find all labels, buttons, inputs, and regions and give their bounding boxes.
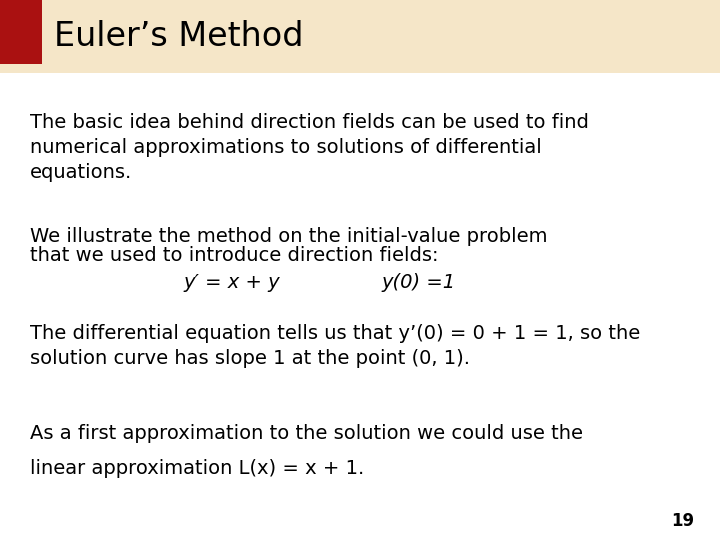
Text: As a first approximation to the solution we could use the: As a first approximation to the solution…	[30, 424, 583, 443]
Text: We illustrate the method on the initial-value problem: We illustrate the method on the initial-…	[30, 227, 548, 246]
Text: The differential equation tells us that y’(0) = 0 + 1 = 1, so the
solution curve: The differential equation tells us that …	[30, 324, 641, 368]
Text: The basic idea behind direction fields can be used to find
numerical approximati: The basic idea behind direction fields c…	[30, 113, 589, 183]
Text: Euler’s Method: Euler’s Method	[54, 20, 304, 53]
Text: that we used to introduce direction fields:: that we used to introduce direction fiel…	[30, 246, 438, 265]
Text: y′ = x + y: y′ = x + y	[184, 273, 280, 292]
Bar	[0, 0, 720, 73]
Bar	[0, 0, 42, 64]
Text: y(0) =1: y(0) =1	[382, 273, 456, 292]
Text: linear approximation L(x) = x + 1.: linear approximation L(x) = x + 1.	[30, 459, 364, 478]
Text: 19: 19	[672, 512, 695, 530]
